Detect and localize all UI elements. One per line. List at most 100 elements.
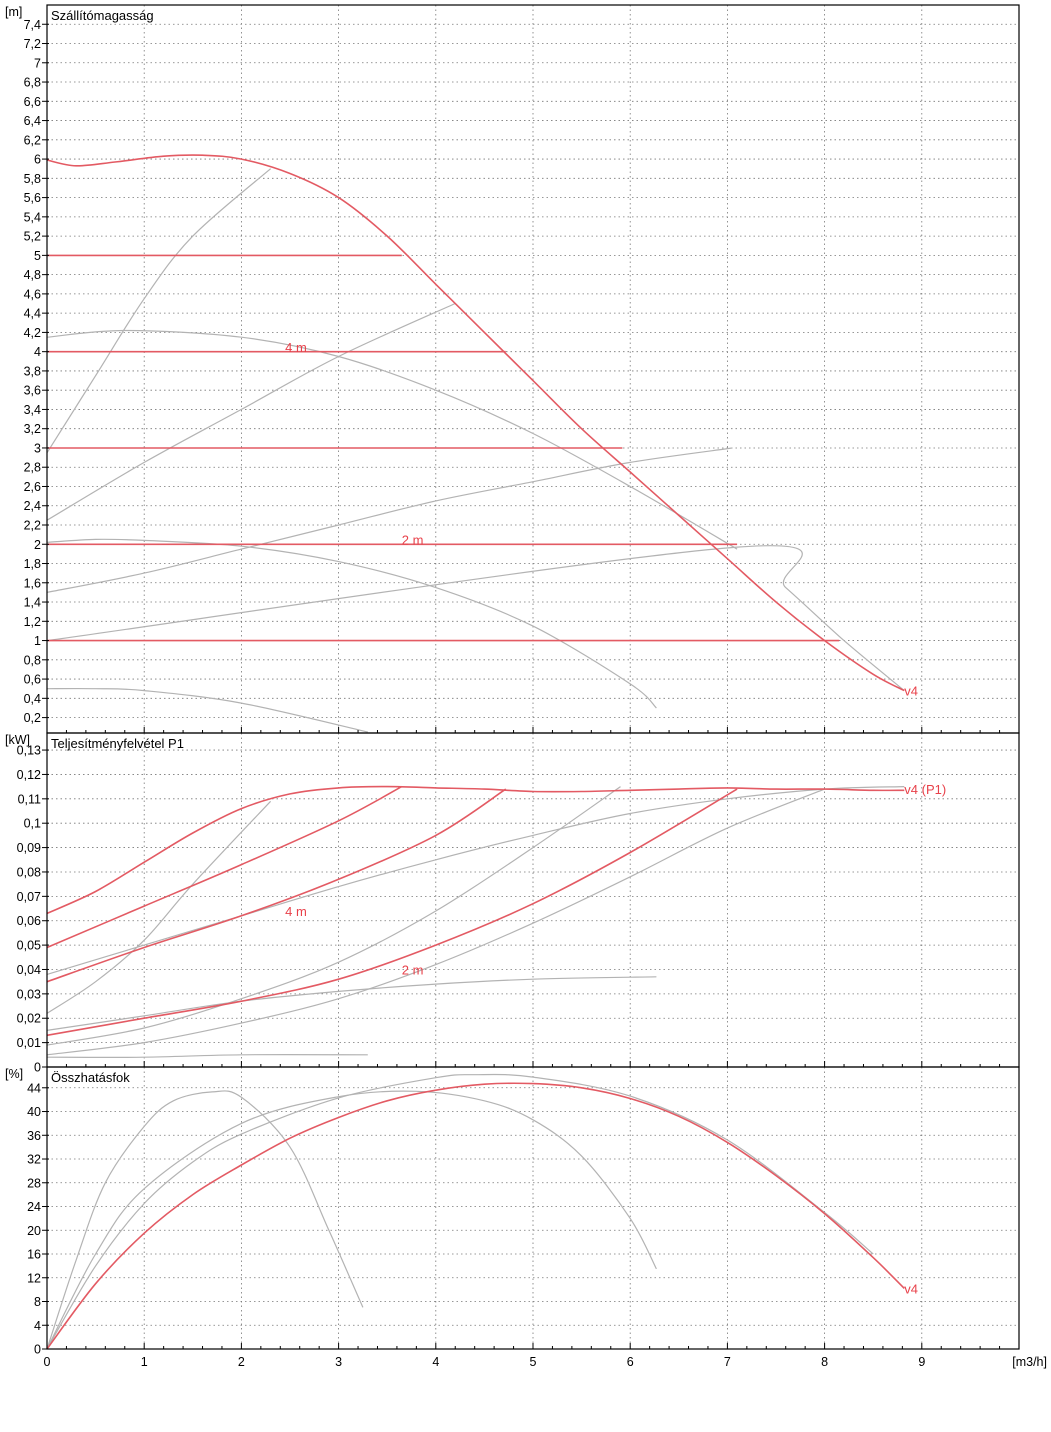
grid-layer: [47, 5, 1019, 1350]
y-unit-power: [kW]: [5, 733, 30, 747]
y-tick-label: 0,2: [24, 711, 41, 725]
x-tick-label: 3: [335, 1355, 342, 1369]
y-tick-label: 4,6: [24, 287, 41, 301]
reference-curve: [46, 1073, 874, 1350]
reference-curve: [46, 447, 733, 593]
reference-curve: [46, 788, 825, 1056]
y-tick-label: 36: [27, 1129, 41, 1143]
x-tick-label: 6: [627, 1355, 634, 1369]
y-tick-label: 0,07: [17, 890, 41, 904]
x-tick-label: 1: [141, 1355, 148, 1369]
y-unit-efficiency: [%]: [5, 1067, 23, 1081]
reference-curve: [46, 800, 272, 1014]
y-tick-label: 0,08: [17, 865, 41, 879]
panel-title-head: Szállítómagasság: [51, 8, 154, 23]
y-tick-label: 0,12: [17, 768, 41, 782]
y-tick-label: 0,6: [24, 673, 41, 687]
y-tick-label: 6,2: [24, 133, 41, 147]
y-tick-label: 44: [27, 1081, 41, 1095]
x-tick-label: 2: [238, 1355, 245, 1369]
reference-curve: [46, 545, 905, 692]
reference-curve: [46, 786, 621, 1046]
y-tick-label: 3,2: [24, 422, 41, 436]
y-tick-label: 0,8: [24, 653, 41, 667]
y-tick-label: 7,2: [24, 37, 41, 51]
y-tick-label: 0: [34, 1343, 41, 1357]
y-tick-label: 3,8: [24, 364, 41, 378]
y-tick-label: 16: [27, 1248, 41, 1262]
y-tick-label: 0,11: [18, 792, 41, 806]
series-annotation: v4: [904, 684, 918, 699]
y-tick-label: 5,6: [24, 191, 41, 205]
x-tick-label: 8: [821, 1355, 828, 1369]
y-tick-label: 4,4: [24, 307, 41, 321]
y-unit-head: [m]: [5, 5, 22, 19]
y-tick-label: 3,6: [24, 384, 41, 398]
y-tick-label: 0,1: [24, 817, 41, 831]
y-tick-label: 0,06: [17, 914, 41, 928]
panel-frame: [46, 1066, 1020, 1350]
operating-curve: [46, 785, 403, 949]
panel-title-power: Teljesítményfelvétel P1: [51, 736, 184, 751]
y-tick-label: 24: [27, 1200, 41, 1214]
reference-curve: [46, 168, 271, 454]
reference-curve: [46, 538, 657, 709]
y-tick-label: 5,4: [24, 210, 41, 224]
x-tick-label: 5: [530, 1355, 537, 1369]
y-tick-label: 4,2: [24, 326, 41, 340]
y-tick-label: 1,6: [24, 576, 41, 590]
x-tick-label: 9: [918, 1355, 925, 1369]
y-tick-label: 1,2: [24, 615, 41, 629]
y-tick-label: 5,2: [24, 230, 41, 244]
y-tick-label: 7,4: [24, 18, 41, 32]
y-tick-label: 1: [34, 634, 41, 648]
operating-curve: [46, 788, 738, 1037]
operating-curve: [46, 785, 905, 915]
y-tick-label: 0,04: [17, 963, 41, 977]
y-tick-label: 0,05: [17, 939, 41, 953]
y-tick-label: 7: [34, 56, 41, 70]
curves-layer: [46, 154, 905, 1350]
reference-curve: [46, 1054, 368, 1059]
y-tick-label: 6,4: [24, 114, 41, 128]
y-tick-label: 4: [34, 345, 41, 359]
series-annotation: 4 m: [285, 904, 307, 919]
y-tick-label: 8: [34, 1295, 41, 1309]
y-tick-label: 2,4: [24, 499, 41, 513]
y-tick-label: 0,13: [17, 744, 41, 758]
y-tick-label: 3,4: [24, 403, 41, 417]
y-tick-label: 12: [27, 1271, 41, 1285]
y-tick-label: 40: [27, 1105, 41, 1119]
y-tick-label: 3: [34, 441, 41, 455]
series-annotation: 4 m: [285, 340, 307, 355]
reference-curve: [46, 786, 905, 975]
y-tick-label: 28: [27, 1176, 41, 1190]
series-annotation: 2 m: [402, 532, 424, 547]
y-tick-label: 4: [34, 1319, 41, 1333]
panel-title-efficiency: Összhatásfok: [51, 1070, 130, 1085]
y-tick-label: 6,6: [24, 95, 41, 109]
y-tick-label: 6: [34, 153, 41, 167]
y-tick-label: 32: [27, 1153, 41, 1167]
y-tick-label: 2: [34, 538, 41, 552]
series-annotation: v4 (P1): [904, 782, 946, 797]
reference-curve: [46, 329, 738, 550]
reference-curve: [46, 687, 368, 733]
y-tick-label: 1,4: [24, 596, 41, 610]
series-annotation: v4: [904, 1281, 918, 1296]
x-tick-label: 4: [432, 1355, 439, 1369]
frame-layer: [42, 4, 1020, 1350]
y-tick-label: 20: [27, 1224, 41, 1238]
y-tick-label: 0,4: [24, 692, 41, 706]
series-annotation: 2 m: [402, 962, 424, 977]
reference-curve: [46, 1090, 657, 1350]
y-tick-label: 0: [34, 1061, 41, 1075]
reference-curve: [46, 976, 657, 1031]
y-tick-label: 0,01: [17, 1036, 41, 1050]
y-tick-label: 0,03: [17, 987, 41, 1001]
y-tick-label: 5,8: [24, 172, 41, 186]
reference-curve: [46, 302, 456, 521]
y-tick-label: 4,8: [24, 268, 41, 282]
operating-curve: [46, 788, 507, 983]
